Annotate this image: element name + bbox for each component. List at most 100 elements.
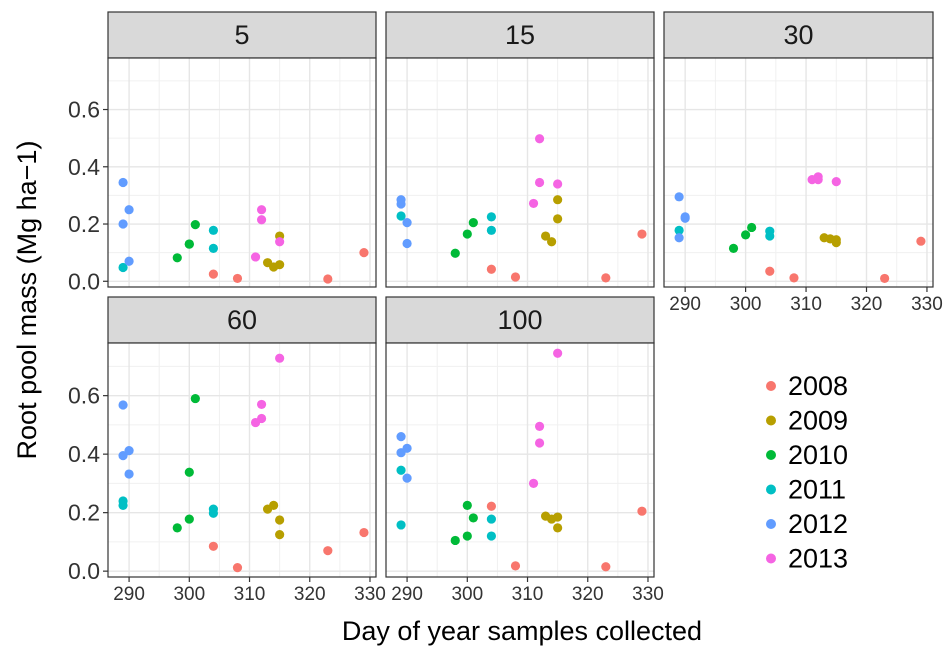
legend: 2008 2009 2010 2011 2012 2013 [766,371,848,574]
data-point-2013 [813,175,823,185]
facet-strip [663,11,934,59]
x-tick-label: 290 [391,584,423,605]
data-point-2009 [269,500,279,510]
x-tick-label: 300 [173,584,205,605]
legend-key-2013 [766,553,776,564]
legend-key-2012 [766,519,776,529]
data-point-2011 [396,211,406,221]
panel-border [663,57,934,288]
x-tick-label: 300 [730,294,762,315]
data-point-2008 [208,269,218,279]
data-point-2008 [880,273,890,284]
data-point-2012 [402,443,412,453]
data-point-2013 [275,237,285,247]
facet-panel-5: 5 0.0 0.2 0.4 0.6 [68,11,377,294]
data-point-2011 [486,212,496,222]
data-point-2012 [402,217,412,228]
data-point-2008 [765,266,775,276]
data-point-2010 [468,513,478,523]
x-tick-label: 310 [790,294,822,315]
y-tick-label: 0.6 [68,97,100,123]
x-tick-label: 290 [113,584,145,605]
legend-label: 2008 [788,371,848,401]
data-point-2013 [831,177,841,187]
data-point-2010 [741,230,751,240]
panel-background [108,58,376,287]
data-point-2011 [765,231,775,241]
data-point-2013 [553,348,563,358]
data-point-2009 [540,231,551,241]
x-tick-label: 310 [512,584,544,605]
data-point-2010 [468,217,478,228]
data-point-2012 [124,446,134,456]
data-point-2011 [118,500,128,510]
data-point-2008 [789,273,799,283]
legend-key-2010 [766,450,776,460]
data-point-2012 [124,256,134,266]
data-point-2010 [184,467,194,477]
legend-item-2012: 2012 [766,509,848,539]
data-point-2011 [208,225,218,235]
data-point-2012 [118,400,128,410]
data-point-2012 [674,233,684,243]
data-point-2011 [396,465,406,475]
data-point-2012 [396,199,406,209]
facet-strip [107,11,377,59]
panel-background [386,58,654,287]
facet-strip-label: 100 [497,305,542,335]
legend-item-2009: 2009 [766,406,848,436]
data-point-2012 [402,238,412,249]
data-point-2008 [510,561,521,571]
x-tick-label: 330 [911,294,943,315]
legend-key-2011 [766,484,776,495]
panel-border [385,342,655,578]
panel-border [107,57,377,288]
data-point-2013 [256,399,267,410]
data-point-2008 [486,264,496,274]
panel-background [108,343,376,577]
data-point-2008 [323,274,333,284]
x-tick-label: 310 [234,584,266,605]
x-tick-label: 320 [851,294,883,315]
x-tick-label: 330 [632,584,664,605]
data-point-2013 [534,421,545,431]
legend-label: 2010 [788,440,848,470]
data-point-2010 [728,243,739,253]
panel-border [107,342,377,578]
data-point-2013 [528,198,539,209]
data-point-2010 [450,535,460,546]
legend-label: 2012 [788,509,848,539]
data-point-2008 [601,562,611,572]
data-point-2008 [637,229,647,239]
legend-key-2009 [766,415,776,426]
data-point-2008 [637,506,647,516]
legend-label: 2011 [788,475,846,505]
data-point-2009 [275,260,285,270]
data-point-2010 [172,253,182,263]
data-point-2010 [747,222,757,233]
data-point-2010 [190,219,200,230]
data-point-2010 [172,523,182,533]
data-point-2010 [462,500,472,510]
data-point-2010 [190,393,200,404]
y-tick-label: 0.2 [68,500,100,526]
data-point-2008 [359,248,369,258]
data-point-2012 [118,219,128,229]
y-tick-label: 0.4 [68,441,100,467]
data-point-2010 [462,229,472,239]
legend-item-2010: 2010 [766,440,848,470]
data-point-2009 [831,238,841,248]
data-point-2010 [450,248,460,258]
data-point-2013 [256,215,267,225]
data-point-2013 [275,353,285,363]
data-point-2009 [553,195,563,205]
data-point-2012 [396,432,406,442]
x-tick-label: 300 [451,584,483,605]
data-point-2008 [601,273,611,283]
facet-panels: 5 0.0 0.2 0.4 0.6 15 30 290 300 310 320 330 60 290 300… [68,11,943,605]
data-point-2012 [402,473,412,483]
data-point-2011 [486,531,496,541]
data-point-2011 [486,225,496,235]
legend-item-2013: 2013 [766,544,848,574]
